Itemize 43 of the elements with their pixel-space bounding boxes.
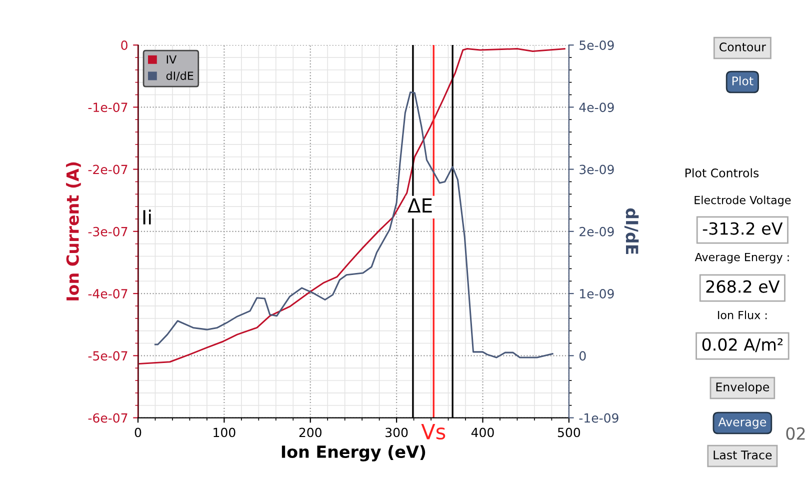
text: Plot: [732, 76, 754, 86]
text: Contour: [720, 42, 766, 52]
x-tick-label: 0: [134, 428, 142, 438]
text: Average Energy :: [694, 252, 789, 264]
y2-tick-label: 4e-09: [579, 102, 614, 112]
legend-label: IV: [166, 55, 177, 64]
y2-axis-title: dI/dE: [624, 208, 639, 254]
y-tick-label: -3e-07: [88, 226, 128, 236]
y-tick-label: -4e-07: [88, 289, 128, 298]
y2-tick-label: 2e-09: [580, 226, 614, 236]
ref-line-label: Vs: [421, 424, 446, 440]
annotation: ΔE: [408, 198, 432, 213]
text: 268.2 eV: [706, 280, 780, 293]
y-tick-label: -1e-07: [88, 102, 128, 112]
text: -313.2 eV: [702, 222, 783, 235]
text: Average: [718, 418, 766, 429]
legend-label: dI/dE: [166, 71, 194, 81]
x-tick-label: 200: [299, 428, 322, 438]
text: Electrode Voltage: [694, 196, 791, 206]
y2-tick-label: 0: [579, 351, 586, 361]
text: Last Trace: [714, 450, 772, 460]
y2-tick-label: 1e-09: [580, 289, 614, 298]
y-tick-label: -2e-07: [88, 164, 128, 174]
text: Ion Flux :: [718, 310, 767, 320]
y-axis-title: Ion Current (A): [66, 162, 81, 300]
text: 0.02 A/m²: [702, 338, 783, 352]
y-tick-label: -6e-07: [88, 413, 128, 423]
line-series: [138, 48, 566, 364]
x-axis-title: Ion Energy (eV): [282, 445, 426, 462]
y2-tick-label: 5e-09: [580, 40, 614, 50]
x-tick-label: 500: [558, 428, 580, 438]
ref-line-label: Ii: [143, 210, 151, 224]
text: 02: [786, 427, 805, 440]
x-tick-label: 400: [471, 428, 494, 438]
text: Envelope: [716, 382, 770, 394]
y2-tick-label: 3e-09: [580, 164, 614, 174]
text: Plot Controls: [685, 168, 759, 178]
y-tick-label: -5e-07: [88, 351, 128, 361]
x-tick-label: 100: [214, 428, 236, 438]
x-tick-label: 300: [386, 428, 408, 438]
y-tick-label: 0: [121, 40, 128, 50]
y2-tick-label: -1e-09: [579, 413, 618, 423]
line-series: [154, 91, 554, 358]
